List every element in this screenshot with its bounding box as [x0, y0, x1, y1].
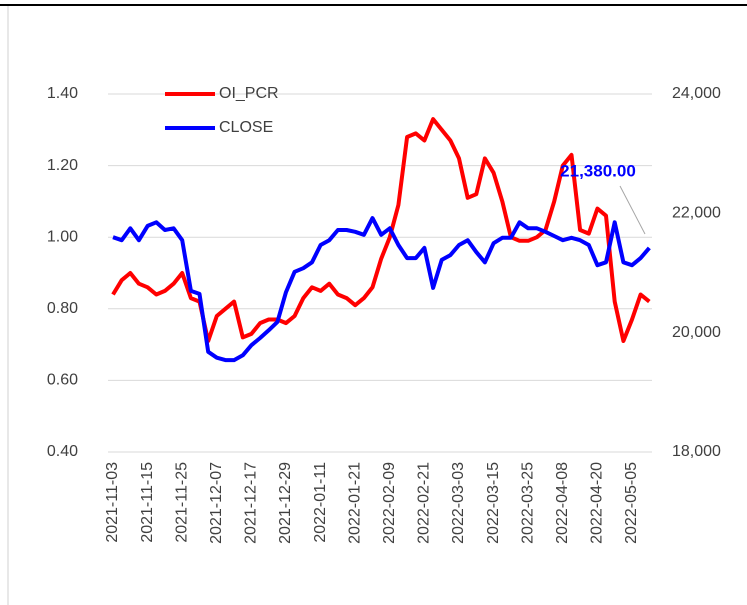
y-tick-label: 0.80 — [47, 300, 78, 317]
annotation-leader — [619, 185, 646, 235]
x-tick-label: 2021-11-03 — [104, 462, 121, 543]
x-tick-label: 2022-03-03 — [450, 462, 467, 544]
y2-tick-label: 18,000 — [672, 443, 721, 460]
y2-tick-label: 20,000 — [672, 324, 721, 341]
x-tick-label: 2022-01-11 — [312, 462, 329, 543]
x-tick-label: 2021-11-15 — [139, 462, 156, 543]
y-tick-label: 1.40 — [47, 85, 78, 102]
legend-label: CLOSE — [219, 119, 273, 136]
y-tick-label: 0.60 — [47, 372, 78, 389]
y-tick-label: 1.20 — [47, 157, 78, 174]
x-tick-label: 2022-03-25 — [519, 462, 536, 544]
y2-tick-label: 24,000 — [672, 85, 721, 102]
y2-tick-label: 22,000 — [672, 205, 721, 222]
x-tick-label: 2022-02-09 — [381, 462, 398, 544]
line-series — [111, 117, 651, 343]
y-tick-label: 1.00 — [47, 228, 78, 245]
x-tick-label: 2022-04-08 — [554, 462, 571, 544]
annotation: 21,380.00 — [560, 161, 636, 180]
x-tick-label: 2022-01-21 — [346, 462, 363, 544]
legend-label: OI_PCR — [219, 85, 279, 102]
x-tick-label: 2021-11-25 — [173, 462, 190, 543]
x-tick-label: 2021-12-07 — [208, 462, 225, 544]
y-tick-label: 0.40 — [47, 443, 78, 460]
x-tick-label: 2021-12-17 — [243, 462, 260, 544]
x-tick-label: 2022-05-05 — [623, 462, 640, 544]
x-tick-label: 2022-03-15 — [485, 462, 502, 544]
x-tick-label: 2021-12-29 — [277, 462, 294, 544]
x-tick-label: 2022-04-20 — [589, 462, 606, 544]
x-tick-label: 2022-02-21 — [416, 462, 433, 544]
line-series — [112, 216, 651, 363]
